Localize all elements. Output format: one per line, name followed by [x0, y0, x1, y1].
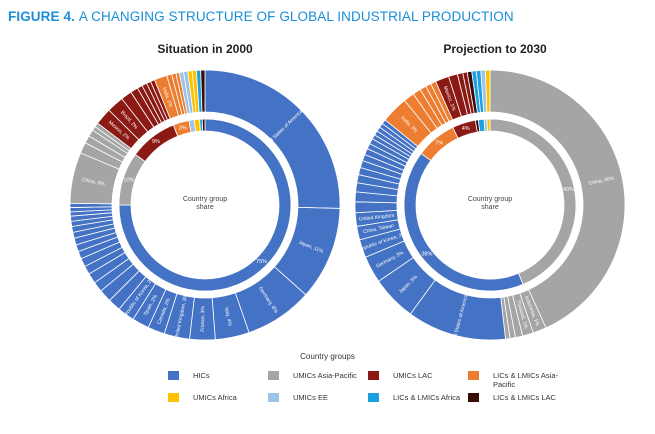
donut-2030-outer-slice-umics-africa-41 [485, 69, 491, 113]
donut-chart-2000: United States of America, 25%Japan, 11%G… [69, 69, 341, 341]
legend-label-umics-africa: UMICs Africa [193, 393, 237, 402]
donut-2030-inner-slice-umics-africa-7 [486, 118, 491, 132]
legend-item-lics-lmics-lac: LICs & LMICs LAC [468, 393, 568, 402]
donut-chart-2030: China, 40%Indonesia, 1%Thailand, 1%Unite… [354, 69, 626, 349]
legend-label-umics-ee: UMICs EE [293, 393, 329, 402]
legend-item-umics-africa: UMICs Africa [168, 393, 268, 402]
donut-2000-outer-label-china-6: China, 6% [81, 177, 105, 188]
donut-2030-outer-label-china-40: China, 40% [588, 175, 615, 186]
legend-swatch-umics-asia-pacific [268, 371, 279, 380]
legend-title: Country groups [300, 352, 355, 361]
donut-2000-inner-label-10: 10% [123, 178, 134, 184]
donut-2030-inner-label-38: 38% [421, 252, 432, 258]
figure-title-text: A CHANGING STRUCTURE OF GLOBAL INDUSTRIA… [78, 9, 514, 24]
figure-number: FIGURE 4. [8, 9, 75, 24]
donut-2000-inner-label-75: 75% [256, 259, 267, 265]
legend-swatch-umics-lac [368, 371, 379, 380]
legend-swatch-umics-ee [268, 393, 279, 402]
legend-item-umics-lac: UMICs LAC [368, 371, 468, 380]
donut-2000-center-label-0: Country group [183, 196, 227, 203]
legend-item-lics-lmics-africa: LICs & LMICs Africa [368, 393, 468, 402]
legend-item-lics-lmics-asia-pacific: LICs & LMICs Asia-Pacific [468, 371, 568, 389]
donut-2030-outer-slice-china-40-0 [489, 69, 626, 329]
donut-2030-center-label-1: share [481, 204, 499, 211]
donut-2030-outer-label-united-kingdom: United Kingdom [359, 213, 395, 223]
legend-swatch-hics [168, 371, 179, 380]
donut-2000-inner-label-9: 9% [152, 139, 160, 145]
legend-swatch-lics-lmics-asia-pacific [468, 371, 479, 380]
legend-swatch-umics-africa [168, 393, 179, 402]
donut-2000-outer-slice-lics-lmics-lac-48 [200, 69, 206, 113]
donut-2000-inner-label-3: 3% [179, 126, 187, 132]
legend-label-umics-lac: UMICs LAC [393, 371, 433, 380]
legend-swatch-lics-lmics-lac [468, 393, 479, 402]
donut-2000-outer-label-france-3: France, 3% [200, 306, 206, 332]
legend-label-lics-lmics-asia-pacific: LICs & LMICs Asia-Pacific [493, 371, 559, 389]
donut-2000-inner-slice-75-0 [118, 118, 292, 292]
donut-2030-inner-label-7: 7% [435, 141, 443, 147]
legend-swatch-lics-lmics-africa [368, 393, 379, 402]
legend-label-umics-asia-pacific: UMICs Asia-Pacific [293, 371, 357, 380]
legend-item-umics-ee: UMICs EE [268, 393, 368, 402]
legend-label-lics-lmics-africa: LICs & LMICs Africa [393, 393, 461, 402]
legend-item-umics-asia-pacific: UMICs Asia-Pacific [268, 371, 368, 380]
chart-title-2000: Situation in 2000 [157, 42, 253, 56]
donut-2030-inner-label-4: 4% [462, 126, 470, 132]
legend-label-lics-lmics-lac: LICs & LMICs LAC [493, 393, 556, 402]
donut-2000-inner-slice-lics-lmics-lac-7 [201, 118, 206, 132]
donut-2030-inner-label-40: 40% [563, 187, 574, 193]
figure-title: FIGURE 4. A CHANGING STRUCTURE OF GLOBAL … [8, 9, 514, 24]
donut-2030-center-label-0: Country group [468, 196, 512, 203]
legend-label-hics: HICs [193, 371, 210, 380]
donut-2000-outer-label-italy-4: Italy, 4% [223, 307, 233, 327]
legend-item-hics: HICs [168, 371, 268, 380]
chart-title-2030: Projection to 2030 [443, 42, 547, 56]
donut-2000-center-label-1: share [196, 204, 214, 211]
